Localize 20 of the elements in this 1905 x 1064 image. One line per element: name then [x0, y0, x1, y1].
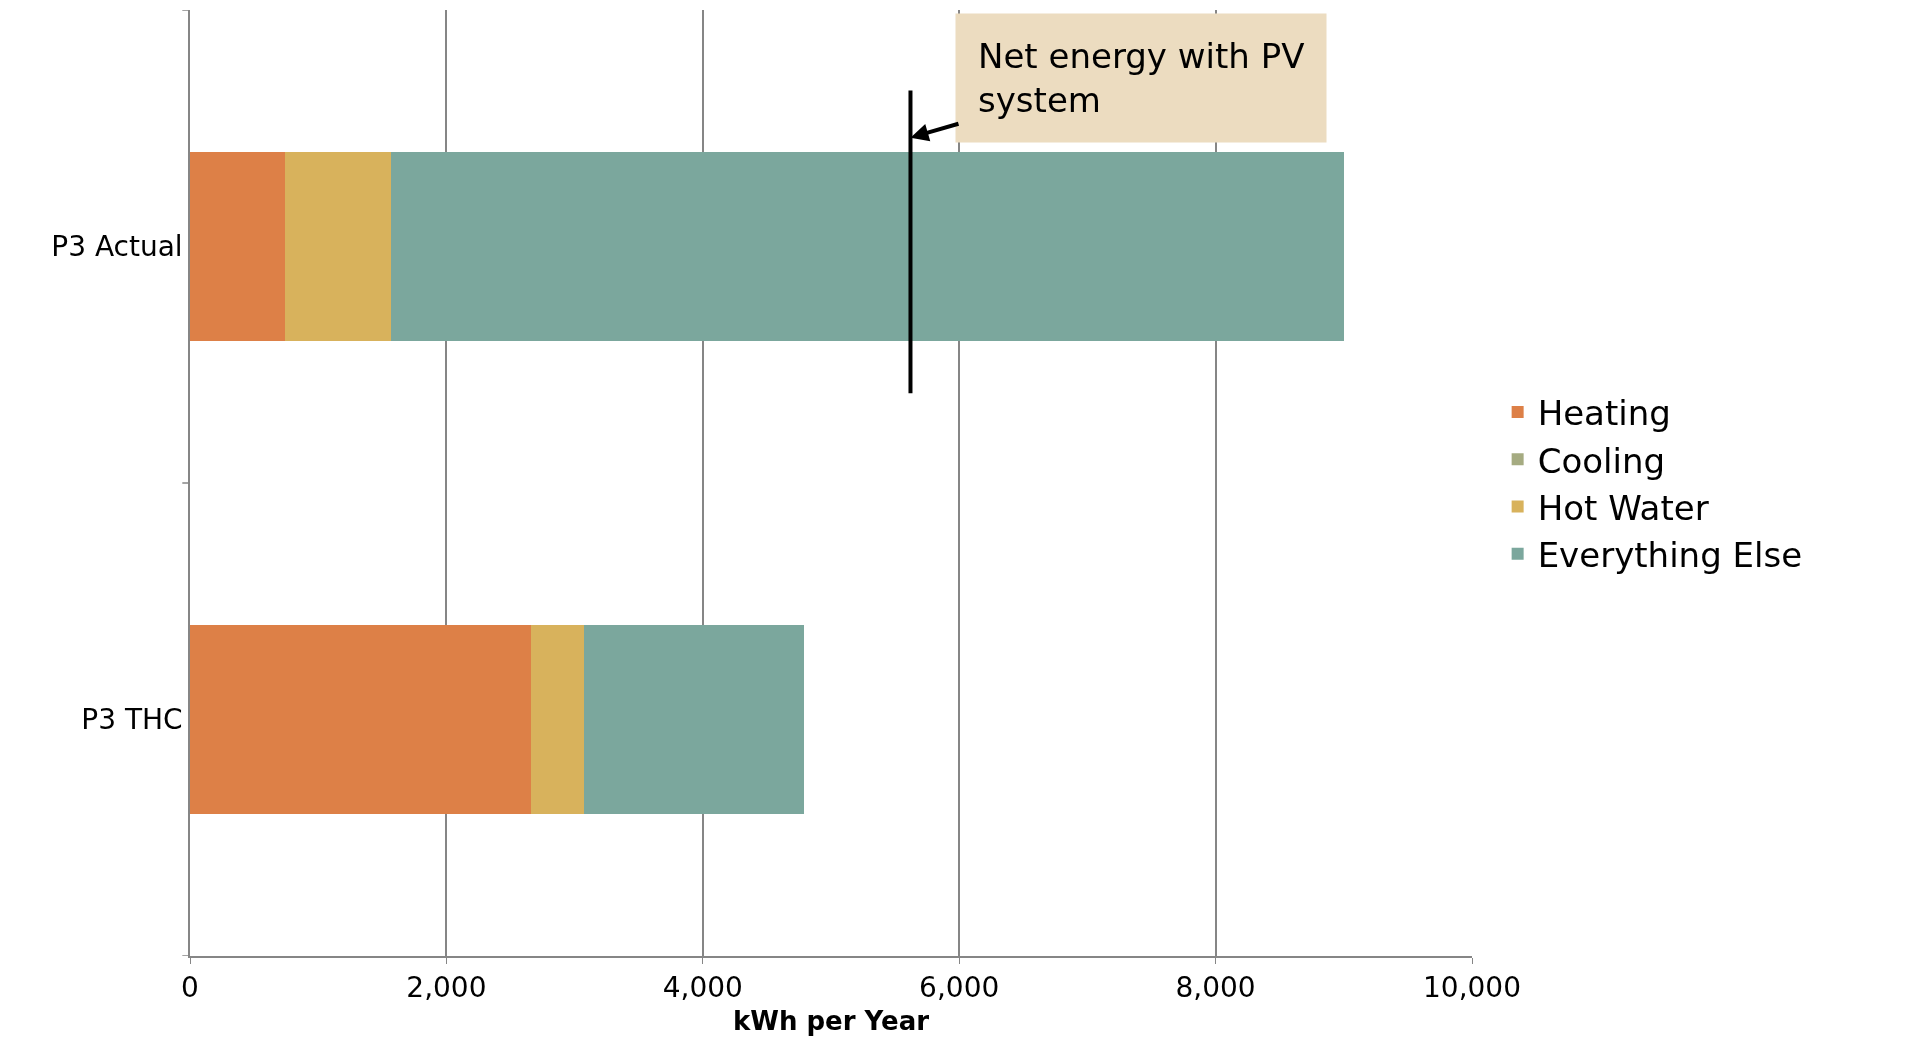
- bar: [190, 151, 285, 342]
- x-tick-label: 0: [181, 971, 199, 1005]
- bar: [284, 151, 392, 342]
- bar: [190, 624, 532, 815]
- bar: [531, 624, 584, 815]
- legend-label: Everything Else: [1537, 534, 1803, 575]
- x-tick-label: 4,000: [662, 971, 743, 1005]
- x-tick-label: 8,000: [1175, 971, 1256, 1005]
- legend-label: Heating: [1537, 393, 1671, 434]
- bar: [391, 151, 1344, 342]
- ref-line-label: Net energy with PV system: [978, 36, 1305, 121]
- x-tick-label: 2,000: [406, 971, 487, 1005]
- x-tick-label: 10,000: [1423, 971, 1521, 1005]
- y-tick-label: P3 Actual: [51, 230, 183, 264]
- legend-label: Cooling: [1537, 440, 1666, 481]
- bar: [583, 624, 805, 815]
- y-tick-label: P3 THC: [81, 703, 183, 737]
- x-axis-title: kWh per Year: [732, 1005, 930, 1036]
- x-tick-label: 6,000: [919, 971, 1000, 1005]
- legend-label: Hot Water: [1537, 487, 1709, 528]
